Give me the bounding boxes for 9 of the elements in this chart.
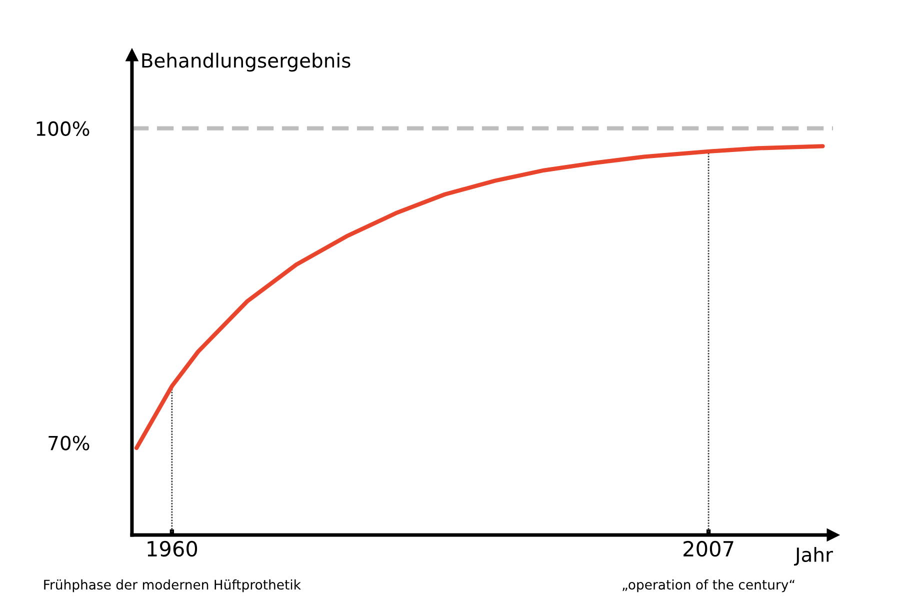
y-axis-title: Behandlungsergebnis bbox=[142, 52, 350, 72]
text: „operation of the century“ bbox=[622, 579, 794, 592]
y-tick-label: 100% bbox=[36, 121, 90, 136]
x-tick-label: 1960 bbox=[148, 540, 198, 557]
line-series bbox=[134, 144, 825, 450]
y-tick-label: 70% bbox=[48, 436, 90, 450]
text: Frühphase der modernen Hüftprothetik bbox=[44, 579, 301, 592]
x-tick-label: 2007 bbox=[684, 540, 734, 557]
x-axis-title: Jahr bbox=[794, 546, 833, 566]
